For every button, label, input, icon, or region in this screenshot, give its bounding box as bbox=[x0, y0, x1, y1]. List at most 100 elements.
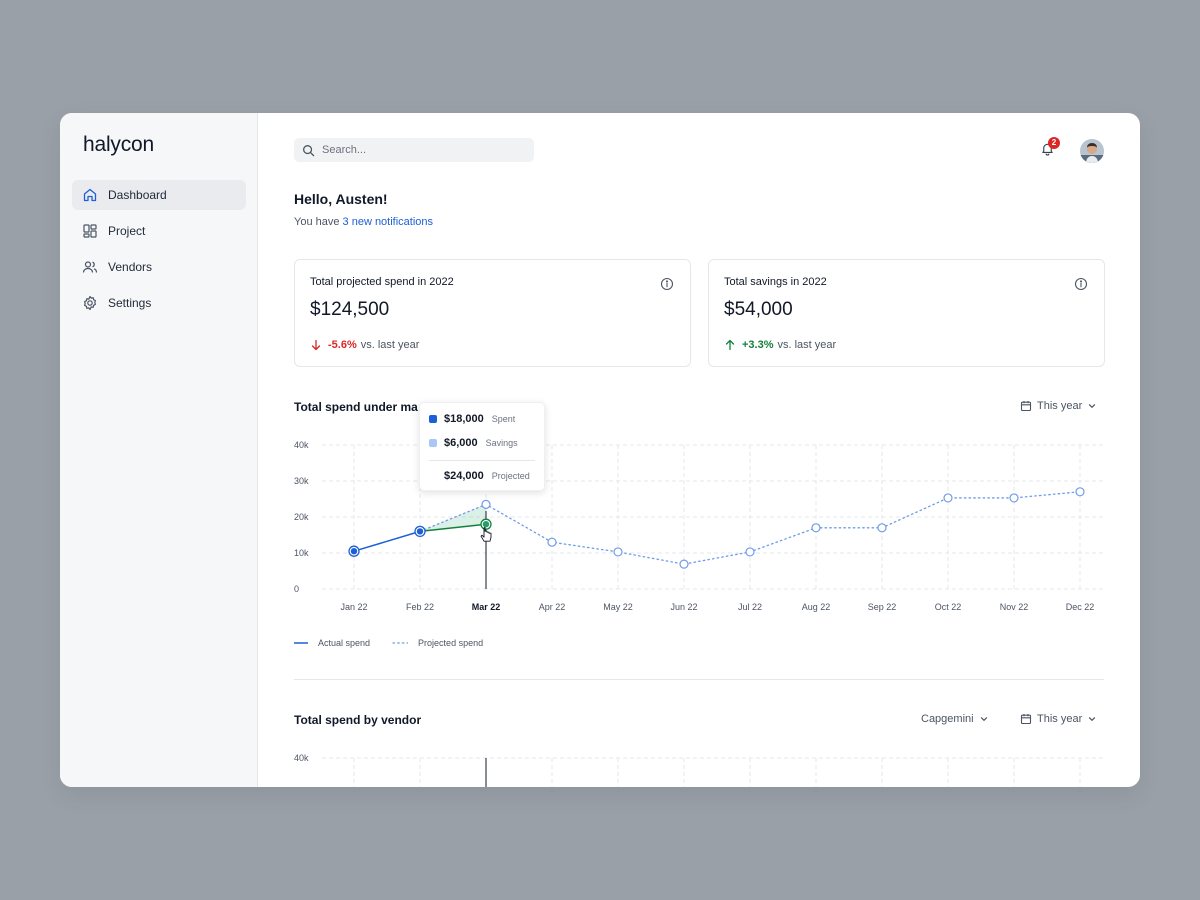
x-tick-label: Jun 22 bbox=[670, 602, 697, 612]
info-icon[interactable] bbox=[1074, 277, 1088, 291]
search-input[interactable] bbox=[322, 144, 512, 156]
users-icon bbox=[82, 261, 98, 273]
chart-legend: Actual spend Projected spend bbox=[294, 638, 505, 648]
tooltip-projected-value: $24,000 bbox=[444, 470, 484, 482]
tooltip-projected-label: Projected bbox=[491, 471, 530, 481]
x-tick-label: Dec 22 bbox=[1066, 602, 1095, 612]
y-tick-label: 30k bbox=[294, 476, 309, 486]
home-icon bbox=[83, 188, 97, 202]
card-title: Total savings in 2022 bbox=[724, 276, 827, 288]
sidebar-item-label: Project bbox=[108, 224, 146, 238]
trend-suffix: vs. last year bbox=[777, 339, 837, 351]
spend-line-chart: 0 10k 20k 30k 40k Jan 22 Feb 22 Mar 22 Apr 22 Ma… bbox=[294, 440, 1104, 612]
x-tick-label: May 22 bbox=[603, 602, 633, 612]
spent-swatch bbox=[429, 415, 437, 423]
calendar-icon bbox=[1020, 401, 1032, 412]
info-icon[interactable] bbox=[660, 277, 674, 291]
app-logo[interactable]: halycon bbox=[83, 133, 154, 156]
x-tick-label: Apr 22 bbox=[539, 602, 566, 612]
sidebar-item-vendors[interactable]: Vendors bbox=[72, 252, 246, 282]
cursor-hand-shape bbox=[480, 526, 492, 542]
y-tick-label: 10k bbox=[294, 548, 309, 558]
projected-point bbox=[943, 493, 953, 503]
projected-point bbox=[1009, 493, 1019, 503]
chevron-down-icon bbox=[980, 717, 987, 721]
sidebar-item-label: Vendors bbox=[108, 260, 153, 274]
arrow-up-icon bbox=[725, 339, 735, 351]
greeting-title: Hello, Austen! bbox=[294, 191, 388, 207]
vendor-chart-title: Total spend by vendor bbox=[294, 713, 422, 727]
arrow-down-icon bbox=[311, 339, 321, 351]
legend-solid-line bbox=[294, 642, 308, 644]
projected-point bbox=[811, 523, 821, 533]
trend-suffix: vs. last year bbox=[360, 339, 420, 351]
legend-actual: Actual spend bbox=[294, 638, 370, 648]
vendor-dropdown[interactable]: Capgemini bbox=[921, 713, 989, 725]
x-tick-label: Oct 22 bbox=[935, 602, 962, 612]
section-divider bbox=[294, 679, 1104, 680]
x-tick-label: Mar 22 bbox=[472, 602, 501, 612]
avatar-image bbox=[1080, 139, 1104, 163]
period-label: This year bbox=[1037, 713, 1083, 725]
tooltip-spent-value: $18,000 bbox=[444, 413, 484, 425]
tooltip-savings-row: $6,000 Savings bbox=[429, 437, 518, 449]
legend-projected: Projected spend bbox=[392, 638, 483, 648]
main-content: 2 Hello, Austen! You have 3 new notifica… bbox=[258, 113, 1140, 787]
grid-icon bbox=[83, 224, 97, 238]
projected-point bbox=[613, 547, 623, 557]
chevron-down-icon bbox=[1089, 717, 1096, 721]
actual-point bbox=[416, 528, 424, 535]
tooltip-projected-row: $24,000 Projected bbox=[444, 470, 530, 482]
period-dropdown[interactable]: This year bbox=[1020, 400, 1097, 412]
sidebar-nav: Dashboard Project Vendors Settings bbox=[72, 180, 246, 324]
projected-point bbox=[547, 537, 557, 547]
vendor-period-dropdown[interactable]: This year bbox=[1020, 713, 1097, 725]
x-tick-label: Aug 22 bbox=[802, 602, 831, 612]
savings-card: Total savings in 2022 $54,000 +3.3% vs. … bbox=[708, 259, 1105, 367]
projected-point bbox=[745, 547, 755, 557]
savings-swatch bbox=[429, 439, 437, 447]
tooltip-divider bbox=[429, 460, 535, 461]
trend-change: +3.3% bbox=[742, 339, 774, 351]
notifications-button[interactable]: 2 bbox=[1040, 137, 1060, 159]
sidebar-item-project[interactable]: Project bbox=[72, 216, 246, 246]
card-value: $124,500 bbox=[310, 299, 390, 320]
avatar[interactable] bbox=[1080, 139, 1104, 163]
notifications-link[interactable]: 3 new notifications bbox=[342, 216, 434, 228]
spent-segment-line bbox=[419, 523, 487, 533]
y-tick-label: 40k bbox=[294, 753, 309, 763]
sidebar-item-label: Dashboard bbox=[108, 188, 167, 202]
x-tick-label: Feb 22 bbox=[406, 602, 434, 612]
notification-badge: 2 bbox=[1048, 137, 1060, 149]
calendar-icon bbox=[1020, 714, 1032, 725]
search-icon bbox=[303, 144, 315, 156]
projected-point bbox=[1075, 487, 1085, 497]
search-bar[interactable] bbox=[294, 138, 534, 162]
x-tick-label: Sep 22 bbox=[868, 602, 897, 612]
sidebar-item-settings[interactable]: Settings bbox=[72, 288, 246, 318]
cursor-hand-icon bbox=[480, 526, 492, 542]
card-trend: -5.6% vs. last year bbox=[310, 339, 419, 351]
sidebar: halycon Dashboard Project Vendors Settin… bbox=[60, 113, 258, 787]
projected-point bbox=[481, 499, 491, 510]
projected-point bbox=[679, 559, 689, 569]
card-value: $54,000 bbox=[724, 299, 793, 320]
tooltip-savings-value: $6,000 bbox=[444, 437, 478, 449]
sidebar-item-dashboard[interactable]: Dashboard bbox=[72, 180, 246, 210]
spent-point bbox=[482, 521, 490, 528]
y-tick-label: 40k bbox=[294, 440, 309, 450]
tooltip-savings-label: Savings bbox=[485, 438, 518, 448]
y-tick-label: 0 bbox=[294, 584, 299, 594]
x-tick-label: Jan 22 bbox=[340, 602, 367, 612]
card-trend: +3.3% vs. last year bbox=[724, 339, 836, 351]
legend-actual-label: Actual spend bbox=[318, 638, 371, 648]
notifications-prefix: You have bbox=[294, 216, 343, 228]
trend-change: -5.6% bbox=[328, 339, 357, 351]
tooltip-spent-row: $18,000 Spent bbox=[429, 413, 515, 425]
gear-icon bbox=[84, 295, 96, 311]
x-tick-label: Nov 22 bbox=[1000, 602, 1029, 612]
actual-spend-line bbox=[353, 530, 421, 552]
vendor-chart: 40k bbox=[294, 753, 1104, 787]
projected-point bbox=[877, 523, 887, 533]
legend-dotted-line bbox=[392, 642, 409, 644]
